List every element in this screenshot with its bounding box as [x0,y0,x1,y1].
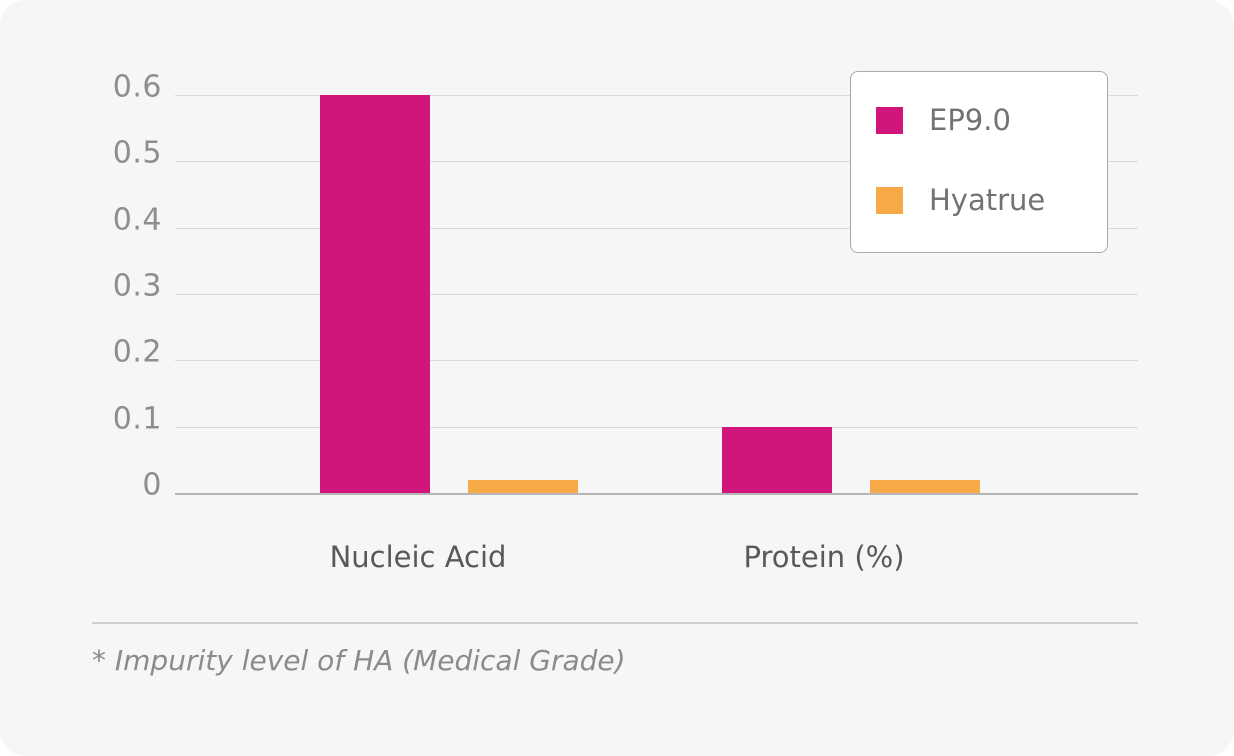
y-tick-0.1: 0.1 [112,401,162,437]
gridline-0.1 [175,426,1138,428]
legend-label-hyatrue: Hyatrue [929,183,1046,217]
legend-label-ep90: EP9.0 [929,103,1011,137]
bar-ep90-protein [722,427,832,493]
bar-ep90-nucleic-acid [320,95,430,493]
gridline-0.5 [175,161,1138,163]
legend-swatch-hyatrue-icon [876,186,903,214]
y-tick-0.5: 0.5 [112,135,162,171]
y-tick-0: 0 [142,467,162,503]
chart-legend: EP9.0 Hyatrue [850,71,1108,253]
x-label-nucleic-acid: Nucleic Acid [329,540,507,574]
y-tick-0.3: 0.3 [112,268,162,304]
bar-hyatrue-nucleic-acid [468,480,578,493]
y-tick-0.6: 0.6 [112,69,162,105]
bar-hyatrue-protein [870,480,980,493]
legend-swatch-ep90-icon [876,106,903,134]
y-tick-0.4: 0.4 [112,202,162,238]
gridline-0.6 [175,95,1138,96]
gridline-0.2 [175,360,1138,362]
footnote-divider [92,622,1138,624]
x-label-protein: Protein (%) [743,540,905,574]
gridline-0.4 [175,227,1138,229]
legend-item-ep90: EP9.0 [876,103,1107,137]
legend-item-hyatrue: Hyatrue [876,183,1107,217]
y-tick-0.2: 0.2 [112,334,162,370]
gridline-0.3 [175,294,1138,295]
footnote: * Impurity level of HA (Medical Grade) [92,644,626,677]
gridline-0 [175,493,1138,495]
